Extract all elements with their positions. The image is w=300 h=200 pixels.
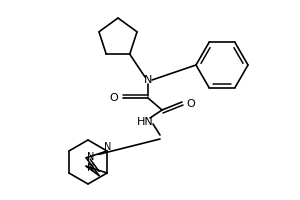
Text: N: N [87,152,95,162]
Text: N: N [87,163,95,173]
Text: O: O [110,93,118,103]
Text: N: N [104,142,112,152]
Text: N: N [144,75,152,85]
Text: HN: HN [136,117,153,127]
Text: O: O [187,99,195,109]
